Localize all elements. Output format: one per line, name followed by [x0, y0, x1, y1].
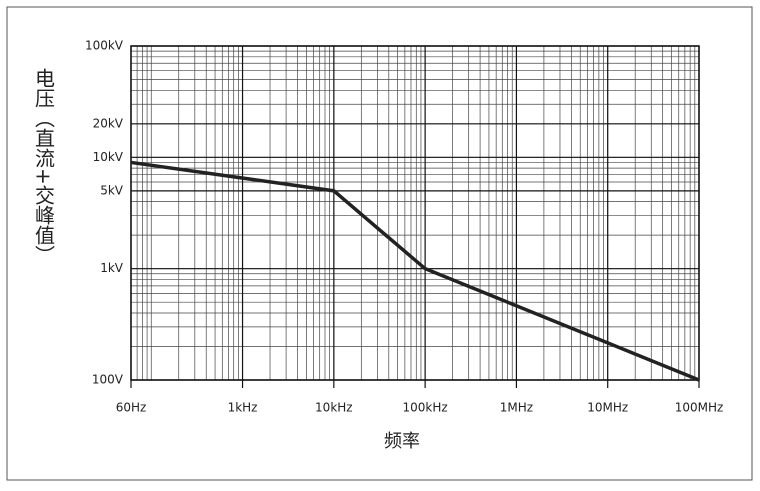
x-tick-label: 60Hz: [116, 401, 147, 415]
x-tick-label: 1MHz: [500, 401, 533, 415]
x-tick-label: 100MHz: [675, 401, 724, 415]
y-tick-label: 5kV: [100, 183, 124, 197]
frame: [6, 6, 753, 481]
x-tick-label: 10kHz: [315, 401, 353, 415]
y-tick-label: 100kV: [85, 39, 124, 53]
y-tick-label: 20kV: [93, 116, 124, 130]
x-axis-label: 频率: [384, 431, 420, 452]
y-tick-label: 1kV: [100, 261, 124, 275]
x-tick-label: 100kHz: [403, 401, 448, 415]
x-tick-label: 10MHz: [587, 401, 628, 415]
x-tick-label: 1kHz: [228, 401, 258, 415]
y-tick-label: 10kV: [93, 150, 124, 164]
y-tick-label: 100V: [92, 373, 124, 387]
plot-border: [130, 45, 700, 381]
data-line: [130, 160, 700, 382]
y-axis-label: 电压（直流+交峰值）: [32, 68, 56, 265]
